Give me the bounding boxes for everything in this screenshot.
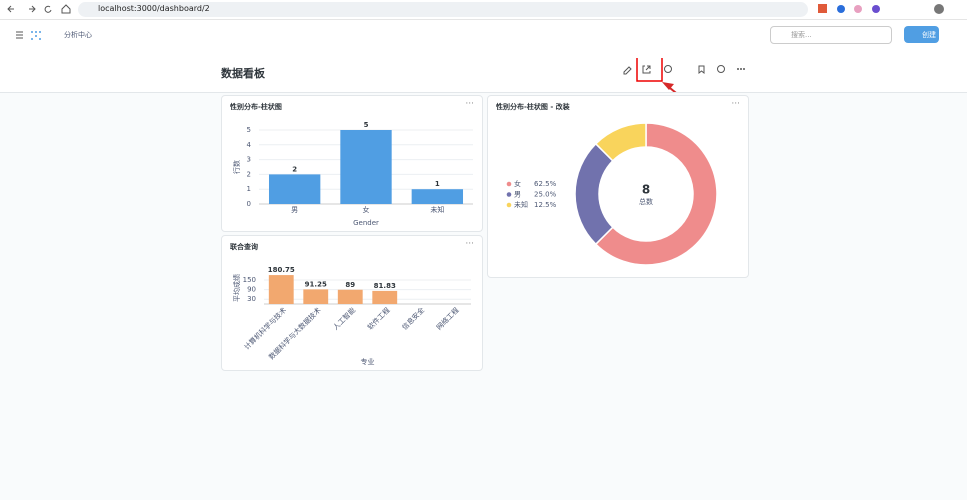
bar	[340, 130, 392, 204]
x-tick-label: 软件工程	[365, 305, 391, 331]
total-label: 总数	[639, 197, 653, 206]
bar	[372, 290, 398, 304]
chart: 0 1 2 3 4 5 行数 Gender 男 2 女 5 未知 1	[232, 121, 473, 227]
value-label: 180.75	[268, 266, 295, 274]
value-label: 1	[435, 180, 440, 188]
x-tick-label: 未知	[430, 205, 444, 214]
url: localhost:3000/dashboard/2	[98, 4, 210, 13]
total-value: 8	[642, 183, 650, 197]
nav-icons[interactable]	[0, 0, 80, 19]
create-button[interactable]: 创建	[904, 26, 939, 43]
bar	[411, 189, 464, 204]
bar	[268, 174, 321, 204]
chart: 3090150平均成绩专业计算机科学与技术180.75数据科学与大数据技术91.…	[232, 266, 471, 366]
value-label: 91.25	[305, 280, 327, 288]
donut-slice	[594, 122, 718, 266]
x-tick-label: 女	[363, 205, 370, 214]
x-tick-label: 人工智能	[331, 305, 357, 331]
x-tick-label: 网络工程	[434, 305, 460, 331]
breadcrumb[interactable]: 分析中心	[64, 31, 92, 39]
card: 性别分布-柱状图 - 改装 ··· 女 62.5% 男 25.0% 未知 12.5% 8 总数	[487, 95, 749, 278]
search-placeholder: 搜索...	[791, 31, 812, 39]
legend-label: 男	[514, 191, 521, 199]
search-box[interactable]: 搜索...	[770, 26, 892, 44]
value-label: 2	[292, 165, 297, 173]
y-tick-label: 0	[247, 200, 251, 208]
value-label: 81.83	[374, 282, 396, 290]
legend-label: 未知	[514, 200, 528, 209]
card-title: 性别分布-柱状图	[230, 103, 282, 111]
x-axis-label: 专业	[361, 357, 375, 366]
donut-slice	[594, 122, 647, 162]
value-label: 5	[364, 121, 369, 129]
card-title: 联合查询	[230, 243, 258, 251]
y-tick-label: 2	[247, 170, 251, 178]
legend-value: 62.5%	[534, 180, 557, 188]
y-tick-label: 150	[243, 276, 256, 284]
card: 性别分布-柱状图 ··· 0 1 2 3 4 5 行数 Gender 男 2 女 5 未知 1	[221, 95, 483, 232]
dashboard-title: 数据看板	[221, 67, 265, 80]
dashboard-actions[interactable]	[615, 58, 755, 92]
y-tick-label: 30	[247, 295, 256, 303]
chart: 女 62.5% 男 25.0% 未知 12.5% 8总数	[506, 122, 718, 266]
donut-slice	[574, 142, 614, 246]
card: 联合查询 ··· 30 90 150 平均成绩 专业 计算机科学与技术 180.75 数据科学与大…	[221, 235, 483, 371]
card-title: 性别分布-柱状图 - 改装	[496, 103, 570, 111]
y-axis-label: 平均成绩	[232, 274, 241, 302]
y-tick-label: 5	[247, 126, 251, 134]
legend-marker	[506, 192, 512, 197]
legend-value: 25.0%	[534, 191, 557, 199]
menu-logo[interactable]	[14, 29, 54, 41]
url-field[interactable]: localhost:3000/dashboard/2	[78, 2, 808, 17]
bar	[337, 289, 363, 304]
legend-value: 12.5%	[534, 201, 557, 209]
browser-bar: localhost:3000/dashboard/2	[0, 0, 967, 20]
bar	[268, 275, 294, 304]
x-axis-label: Gender	[353, 219, 379, 227]
y-tick-label: 90	[247, 286, 256, 294]
bar	[303, 289, 329, 304]
legend-marker	[506, 202, 512, 208]
x-tick-label: 男	[291, 206, 298, 214]
legend-label: 女	[514, 179, 521, 188]
create-label: 创建	[922, 31, 936, 39]
y-tick-label: 4	[247, 141, 252, 149]
x-tick-label: 信息安全	[400, 305, 426, 331]
browser-icons[interactable]	[812, 2, 962, 17]
y-tick-label: 1	[247, 185, 251, 193]
y-tick-label: 3	[247, 156, 251, 164]
app-header: 分析中心 搜索... 创建 数据看板	[0, 20, 967, 93]
value-label: 89	[345, 281, 355, 289]
y-axis-label: 行数	[232, 160, 241, 174]
legend-marker	[506, 181, 512, 187]
